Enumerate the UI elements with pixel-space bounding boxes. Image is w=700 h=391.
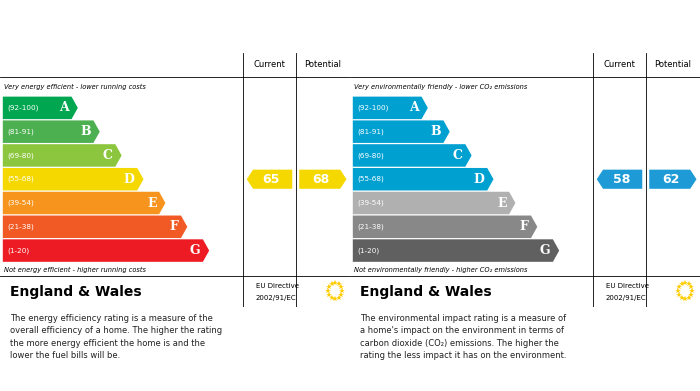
Polygon shape	[353, 192, 515, 214]
Text: (39-54): (39-54)	[358, 200, 384, 206]
Text: C: C	[453, 149, 463, 162]
Text: Potential: Potential	[304, 60, 342, 69]
Polygon shape	[650, 170, 696, 189]
Text: (92-100): (92-100)	[8, 105, 39, 111]
Text: Current: Current	[603, 60, 636, 69]
Polygon shape	[300, 170, 346, 189]
Polygon shape	[596, 170, 643, 189]
Text: E: E	[497, 197, 507, 210]
Text: (39-54): (39-54)	[8, 200, 34, 206]
Text: The environmental impact rating is a measure of
a home's impact on the environme: The environmental impact rating is a mea…	[360, 314, 567, 360]
Text: England & Wales: England & Wales	[360, 285, 492, 299]
Text: C: C	[103, 149, 113, 162]
Text: D: D	[124, 173, 135, 186]
Text: 2002/91/EC: 2002/91/EC	[256, 295, 296, 301]
Polygon shape	[3, 144, 122, 167]
Text: 2002/91/EC: 2002/91/EC	[606, 295, 646, 301]
Text: (81-91): (81-91)	[358, 128, 384, 135]
Polygon shape	[3, 120, 99, 143]
Polygon shape	[3, 215, 188, 238]
Text: (55-68): (55-68)	[358, 176, 384, 183]
Text: Not energy efficient - higher running costs: Not energy efficient - higher running co…	[4, 267, 146, 273]
Text: (81-91): (81-91)	[8, 128, 34, 135]
Text: 58: 58	[612, 173, 630, 186]
Text: 68: 68	[312, 173, 330, 186]
Text: F: F	[519, 220, 528, 233]
Text: B: B	[80, 125, 91, 138]
Text: (1-20): (1-20)	[8, 248, 30, 254]
Text: (21-38): (21-38)	[358, 224, 384, 230]
Polygon shape	[353, 97, 428, 119]
Text: EU Directive: EU Directive	[606, 283, 648, 289]
Text: Very environmentally friendly - lower CO₂ emissions: Very environmentally friendly - lower CO…	[354, 84, 527, 90]
Polygon shape	[3, 168, 144, 190]
Polygon shape	[246, 170, 293, 189]
Text: A: A	[60, 101, 69, 115]
Text: B: B	[430, 125, 441, 138]
Text: (55-68): (55-68)	[8, 176, 34, 183]
Text: Energy Efficiency Rating: Energy Efficiency Rating	[10, 20, 194, 33]
Polygon shape	[3, 192, 165, 214]
Text: Environmental Impact (CO₂) Rating: Environmental Impact (CO₂) Rating	[360, 20, 622, 33]
Text: 62: 62	[662, 173, 680, 186]
Polygon shape	[3, 97, 78, 119]
Text: (69-80): (69-80)	[8, 152, 34, 159]
Text: A: A	[410, 101, 419, 115]
Text: G: G	[540, 244, 550, 257]
Text: D: D	[474, 173, 485, 186]
Text: (69-80): (69-80)	[358, 152, 384, 159]
Text: (1-20): (1-20)	[358, 248, 380, 254]
Polygon shape	[3, 239, 209, 262]
Text: The energy efficiency rating is a measure of the
overall efficiency of a home. T: The energy efficiency rating is a measur…	[10, 314, 223, 360]
Text: E: E	[147, 197, 157, 210]
Polygon shape	[353, 168, 494, 190]
Polygon shape	[353, 144, 472, 167]
Polygon shape	[353, 120, 449, 143]
Text: Potential: Potential	[654, 60, 692, 69]
Text: Current: Current	[253, 60, 286, 69]
Text: Very energy efficient - lower running costs: Very energy efficient - lower running co…	[4, 84, 146, 90]
Text: 65: 65	[262, 173, 280, 186]
Text: (21-38): (21-38)	[8, 224, 34, 230]
Text: England & Wales: England & Wales	[10, 285, 142, 299]
Text: G: G	[190, 244, 200, 257]
Polygon shape	[353, 239, 559, 262]
Text: EU Directive: EU Directive	[256, 283, 298, 289]
Text: F: F	[169, 220, 178, 233]
Text: (92-100): (92-100)	[358, 105, 389, 111]
Text: Not environmentally friendly - higher CO₂ emissions: Not environmentally friendly - higher CO…	[354, 267, 527, 273]
Polygon shape	[353, 215, 538, 238]
